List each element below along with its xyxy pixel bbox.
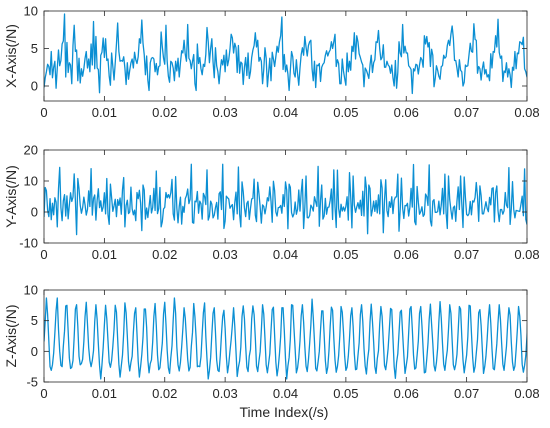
series-line-x [44, 13, 527, 95]
y-tick-label: 20 [24, 143, 38, 158]
x-tick-label: 0.06 [394, 247, 419, 262]
x-tick-label: 0.08 [514, 247, 539, 262]
x-tick-label: 0.07 [454, 247, 479, 262]
x-tick-label: 0.05 [333, 386, 358, 401]
chart-z-axis: 0 0.01 0.02 0.03 0.04 0.05 0.06 0.07 0.08-50510Z… [3, 283, 540, 402]
y-tick-label: 0 [31, 79, 38, 94]
x-tick-label: 0.04 [273, 386, 298, 401]
x-tick-label: 0.02 [152, 247, 177, 262]
y-tick-label: 10 [24, 283, 38, 298]
x-axis-label: Time Index(/s) [240, 404, 329, 420]
x-tick-label: 0 [40, 386, 47, 401]
y-axis-label-y: Y-Axis(/N) [3, 165, 19, 228]
y-tick-label: 0 [31, 205, 38, 220]
x-tick-label: 0.08 [514, 386, 539, 401]
x-tick-label: 0.06 [394, 386, 419, 401]
x-tick-label: 0.07 [454, 386, 479, 401]
chart-y-axis: 0 0.01 0.02 0.03 0.04 0.05 0.06 0.07 0.08-100102… [3, 143, 540, 263]
x-tick-label: 0.02 [152, 105, 177, 120]
x-tick-label: 0.08 [514, 105, 539, 120]
x-tick-label: 0.01 [92, 105, 117, 120]
y-tick-label: -5 [26, 375, 38, 390]
y-axis-label-x: X-Axis(/N) [3, 24, 19, 88]
x-tick-label: 0.03 [212, 105, 237, 120]
y-tick-label: 5 [31, 313, 38, 328]
x-tick-label: 0.01 [92, 386, 117, 401]
series-line-y [44, 163, 527, 236]
x-tick-label: 0.03 [212, 247, 237, 262]
axes-box-y [43, 149, 528, 244]
x-tick-label: 0.04 [273, 247, 298, 262]
x-tick-label: 0.05 [333, 105, 358, 120]
series-line-z [44, 297, 527, 380]
y-tick-label: 10 [24, 174, 38, 189]
y-tick-label: -10 [19, 236, 38, 251]
x-tick-label: 0.03 [212, 386, 237, 401]
x-tick-label: 0.07 [454, 105, 479, 120]
x-tick-label: 0.01 [92, 247, 117, 262]
x-tick-label: 0 [40, 247, 47, 262]
x-tick-label: 0.06 [394, 105, 419, 120]
y-axis-label-z: Z-Axis(/N) [3, 305, 19, 368]
x-tick-label: 0.04 [273, 105, 298, 120]
chart-x-axis: 0 0.01 0.02 0.03 0.04 0.05 0.06 0.07 0.08 0 5 10 X-A… [3, 4, 540, 121]
y-tick-label: 0 [31, 344, 38, 359]
x-tick-label: 0.02 [152, 386, 177, 401]
y-tick-label: 5 [31, 41, 38, 56]
x-tick-label: 0 [40, 105, 47, 120]
y-tick-label: 10 [24, 4, 38, 19]
x-tick-label: 0.05 [333, 247, 358, 262]
